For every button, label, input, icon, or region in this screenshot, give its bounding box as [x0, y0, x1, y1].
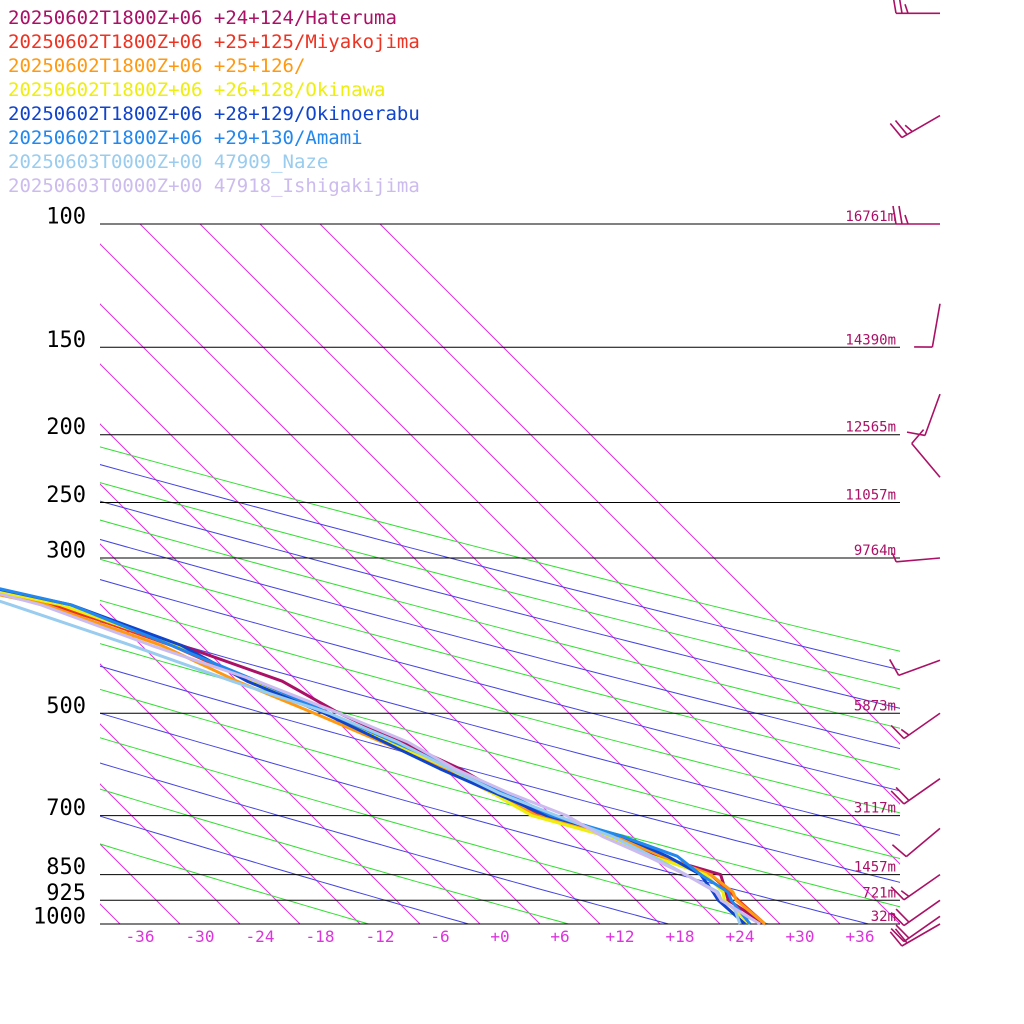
isotherm-line — [379, 224, 900, 745]
sounding-line — [0, 587, 746, 926]
wind-barb-layer — [888, 0, 941, 947]
pressure-label: 1000 — [33, 905, 86, 930]
legend-entry: 20250602T1800Z+06 +25+126/ — [8, 55, 305, 77]
isotherm-line — [100, 603, 421, 924]
isotherm-line — [100, 663, 361, 924]
x-tick-label: -6 — [430, 927, 449, 946]
legend: 20250602T1800Z+06 +24+124/Hateruma202506… — [8, 7, 420, 197]
height-label: 11057m — [845, 488, 896, 504]
isotherm-line — [319, 224, 900, 805]
wind-barb — [891, 827, 941, 858]
legend-entry: 20250603T0000Z+00 47909_Naze — [8, 151, 328, 173]
legend-entry: 20250602T1800Z+06 +24+124/Hateruma — [8, 7, 397, 29]
x-tick-label: +24 — [726, 927, 755, 946]
pressure-label: 300 — [46, 538, 86, 563]
sounding-line — [0, 587, 752, 925]
legend-entry: 20250602T1800Z+06 +26+128/Okinawa — [8, 79, 386, 101]
wind-barb — [889, 114, 941, 139]
height-label: 3117m — [854, 801, 896, 817]
x-tick-label: -24 — [246, 927, 275, 946]
dry-adiabat-line — [100, 621, 900, 836]
wind-barb — [888, 659, 941, 677]
legend-entry: 20250603T0000Z+00 47918_Ishigakijima — [8, 175, 420, 197]
wind-barb — [891, 552, 941, 563]
isotherm-line — [259, 224, 900, 865]
height-label: 9764m — [854, 543, 896, 559]
isotherm-line — [139, 224, 841, 924]
wind-barb — [890, 778, 941, 805]
wind-barb — [906, 393, 941, 437]
wind-barb — [911, 429, 941, 478]
pressure-label: 200 — [46, 415, 86, 440]
wind-barb — [890, 899, 941, 927]
x-tick-label: +0 — [490, 927, 509, 946]
isotherm-line — [100, 243, 781, 924]
x-tick-label: -12 — [366, 927, 395, 946]
dry-adiabat-line — [100, 538, 900, 750]
legend-entry: 20250602T1800Z+06 +29+130/Amami — [8, 127, 363, 149]
x-tick-label: +18 — [666, 927, 695, 946]
wind-barb — [914, 303, 941, 348]
dry-adiabat-line — [100, 579, 900, 792]
sounding-line — [0, 590, 752, 926]
isotherm-line — [199, 224, 900, 924]
height-label: 5873m — [854, 698, 896, 714]
dry-adiabat-line — [100, 688, 900, 908]
dry-adiabat-line — [100, 599, 900, 814]
pressure-label: 100 — [46, 205, 86, 230]
dry-adiabat-line — [100, 643, 900, 860]
height-label: 12565m — [845, 420, 896, 436]
isotherm-line — [100, 783, 241, 924]
height-label: 14390m — [845, 332, 896, 348]
pressure-label: 150 — [46, 328, 86, 353]
x-tick-label: +36 — [846, 927, 875, 946]
height-label: 16761m — [845, 209, 896, 225]
legend-entry: 20250602T1800Z+06 +25+125/Miyakojima — [8, 31, 420, 53]
x-tick-label: -36 — [126, 927, 155, 946]
isotherm-line — [100, 483, 541, 924]
grid-clip — [100, 224, 900, 924]
x-tick-label: +30 — [786, 927, 815, 946]
x-tick-label: +12 — [606, 927, 635, 946]
pressure-label: 850 — [46, 855, 86, 880]
pressure-label: 500 — [46, 694, 86, 719]
x-tick-label: -18 — [306, 927, 335, 946]
pressure-label: 700 — [46, 796, 86, 821]
legend-entry: 20250602T1800Z+06 +28+129/Okinoerabu — [8, 103, 420, 125]
wind-barb — [892, 205, 940, 225]
sounding-line — [0, 592, 761, 926]
x-tick-label: -30 — [186, 927, 215, 946]
dry-adiabat-line — [100, 558, 900, 771]
x-tick-label: +6 — [550, 927, 569, 946]
wind-barb — [890, 712, 941, 740]
pressure-label: 925 — [46, 881, 86, 906]
isotherm-line — [100, 723, 301, 924]
axis-layer: 100 16761m 150 14390m 200 12565m 250 11057m 300 9… — [33, 205, 896, 947]
wind-barb — [892, 0, 940, 15]
series-layer — [0, 587, 766, 926]
height-label: 721m — [862, 885, 896, 901]
wind-barb — [890, 915, 941, 943]
wind-barb — [890, 873, 941, 901]
wind-barb — [889, 923, 941, 947]
height-label: 1457m — [854, 860, 896, 876]
isotherm-line — [100, 423, 601, 924]
pressure-label: 250 — [46, 483, 86, 508]
height-label: 32m — [871, 909, 896, 925]
grid-layer — [100, 223, 900, 925]
isotherm-line — [100, 543, 481, 924]
